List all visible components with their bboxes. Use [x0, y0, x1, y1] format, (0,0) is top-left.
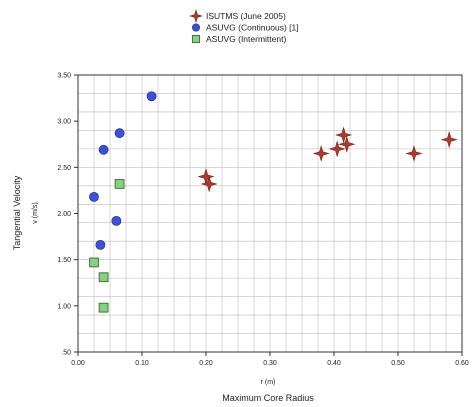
- data-marks: [89, 91, 458, 313]
- grid-lines: [77, 74, 463, 353]
- data-point-isutms-june-2005: [335, 126, 353, 144]
- legend-marker-isutms-june-2005: [189, 9, 203, 23]
- x-tick-label: 0.60: [455, 360, 469, 367]
- x-axis-unit: r (m): [261, 379, 276, 386]
- y-tick-label: 1.00: [57, 303, 71, 310]
- y-tick-label: 2.50: [57, 165, 71, 172]
- data-point-isutms-june-2005: [200, 175, 218, 193]
- legend-marker-asuvg-intermittent: [191, 34, 201, 44]
- legend-label: ISUTMS (June 2005): [206, 11, 286, 21]
- data-point-asuvg-continuous-1: [98, 144, 109, 155]
- x-tick-label: 0.20: [199, 360, 213, 367]
- data-point-isutms-june-2005: [312, 145, 330, 162]
- y-tick-label: .50: [61, 350, 71, 357]
- x-tick-label: 0.30: [263, 360, 277, 367]
- data-point-asuvg-intermittent: [98, 272, 109, 283]
- x-tick-label: 0.50: [391, 360, 405, 367]
- x-tick-label: 0.00: [71, 360, 85, 367]
- y-tick-label: 2.00: [57, 211, 71, 218]
- y-tick-label: 3.00: [57, 119, 71, 126]
- data-point-isutms-june-2005: [328, 140, 346, 158]
- data-point-asuvg-continuous-1: [111, 215, 122, 226]
- legend-label: ASUVG (Continuous) [1]: [206, 23, 299, 33]
- legend-marker-asuvg-continuous-1: [192, 23, 200, 32]
- x-axis-title: Maximum Core Radius: [222, 393, 314, 403]
- data-point-asuvg-continuous-1: [89, 191, 99, 202]
- x-tick-label: 0.40: [327, 360, 341, 367]
- data-point-isutms-june-2005: [405, 145, 423, 162]
- data-point-asuvg-continuous-1: [146, 91, 157, 102]
- data-point-asuvg-intermittent: [98, 302, 109, 313]
- data-point-asuvg-intermittent: [89, 257, 99, 268]
- y-tick-label: 3.50: [57, 73, 71, 80]
- data-point-asuvg-continuous-1: [95, 239, 106, 250]
- y-axis-unit: v (m/s): [32, 202, 39, 223]
- legend-label: ASUVG (Intermittent): [206, 34, 286, 44]
- data-point-isutms-june-2005: [197, 168, 215, 186]
- axis-ticks: 0.00 0.10 0.20 0.30 0.40 0.50 0.60 .50 1.00 1.50 2…: [57, 73, 469, 368]
- legend: ISUTMS (June 2005) ASUVG (Continuous) [1]…: [189, 9, 299, 44]
- data-point-asuvg-intermittent: [114, 179, 125, 189]
- data-point-asuvg-continuous-1: [114, 128, 125, 139]
- data-point-isutms-june-2005: [338, 135, 356, 153]
- y-tick-label: 1.50: [57, 257, 71, 264]
- data-point-isutms-june-2005: [440, 131, 458, 149]
- x-tick-label: 0.10: [135, 360, 149, 367]
- y-axis-title: Tangential Velocity: [12, 175, 22, 250]
